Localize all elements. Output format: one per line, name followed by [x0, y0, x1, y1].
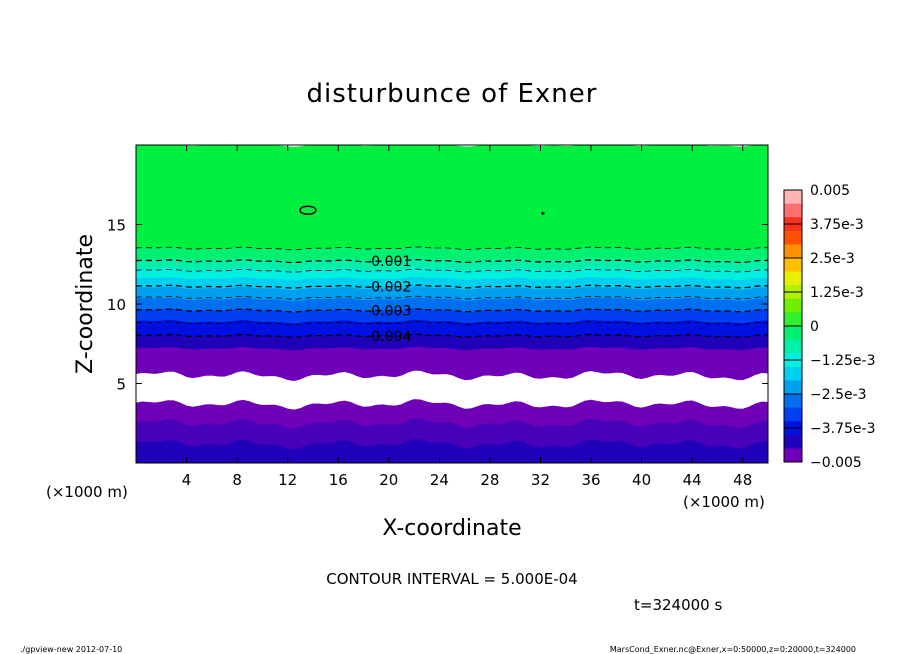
contour-label-2: -0.003 — [366, 303, 411, 319]
x-tick-label: 12 — [278, 471, 297, 489]
x-tick-label: 16 — [329, 471, 348, 489]
contour-line-4 — [136, 295, 768, 300]
footer-right: MarsCond_Exner.nc@Exner,x=0:50000,z=0:20… — [610, 645, 856, 654]
colorbar-swatch-4 — [784, 244, 802, 259]
x-tick-label: 44 — [683, 471, 702, 489]
colorbar-labels: 0.005 3.75e-3 2.5e-3 1.25e-3 0 −1.25e-3 −2.5e-… — [784, 183, 875, 471]
colorbar-label: 0 — [810, 319, 819, 335]
contour-line-7 — [136, 333, 768, 339]
colorbar-label: −0.005 — [810, 455, 862, 471]
colorbar-swatch-13 — [784, 366, 802, 381]
x-tick-label: 4 — [182, 471, 192, 489]
x-tick-label: 28 — [480, 471, 499, 489]
colorbar-label: 0.005 — [810, 183, 850, 199]
colorbar-swatch-9 — [784, 312, 802, 327]
colorbar-label: 1.25e-3 — [810, 285, 864, 301]
field-band-0 — [136, 145, 768, 258]
colorbar — [783, 189, 803, 463]
contour-closed — [299, 205, 317, 215]
colorbar-swatch-3 — [784, 230, 802, 245]
x-tick-label: 40 — [632, 471, 651, 489]
colorbar-swatch-6 — [784, 271, 802, 286]
x-tick-label: 32 — [531, 471, 550, 489]
contour-line-0 — [136, 246, 768, 251]
colorbar-label: −3.75e-3 — [810, 421, 875, 437]
colorbar-swatch-5 — [784, 258, 802, 273]
plot-area — [136, 145, 768, 463]
colorbar-swatch-10 — [784, 326, 802, 341]
colorbar-swatch-15 — [784, 394, 802, 409]
contour-lines — [136, 205, 768, 339]
colorbar-label: −1.25e-3 — [810, 353, 875, 369]
x-tick-label: 48 — [733, 471, 752, 489]
y-tick-label: 10 — [107, 296, 126, 314]
field-band-14 — [136, 438, 768, 463]
x-tick-label: 24 — [430, 471, 449, 489]
x-tick-label: 36 — [581, 471, 600, 489]
contour-point — [541, 211, 545, 215]
chart-title: disturbunce of Exner — [307, 79, 598, 109]
y-tick-label: 15 — [107, 217, 126, 235]
colorbar-swatch-19 — [784, 448, 802, 463]
y-axis-label: Z-coordinate — [73, 234, 98, 374]
contour-label-0: -0.001 — [366, 254, 411, 270]
contour-interval-text: CONTOUR INTERVAL = 5.000E-04 — [326, 570, 577, 588]
colorbar-label: 3.75e-3 — [810, 217, 864, 233]
colorbar-swatch-14 — [784, 380, 802, 395]
contour-label-3: -0.004 — [366, 329, 411, 345]
colorbar-label: −2.5e-3 — [810, 387, 867, 403]
contour-line-3 — [136, 284, 768, 289]
contour-label-1: -0.002 — [366, 280, 411, 296]
y-tick-label: 5 — [116, 376, 126, 394]
contour-line-5 — [136, 308, 768, 313]
x-axis: 4 8 12 16 20 24 28 32 36 40 44 48 — [182, 145, 752, 489]
x-tick-label: 8 — [232, 471, 242, 489]
x-axis-label: X-coordinate — [382, 516, 521, 541]
contour-line-2 — [136, 268, 768, 273]
x-tick-label: 20 — [379, 471, 398, 489]
contour-line-1 — [136, 258, 768, 264]
colorbar-swatch-18 — [784, 434, 802, 449]
colorbar-swatch-11 — [784, 339, 802, 354]
colorbar-swatch-8 — [784, 298, 802, 313]
x-unit-left: (×1000 m) — [46, 483, 128, 501]
x-unit-right: (×1000 m) — [683, 493, 765, 511]
contour-line-6 — [136, 321, 768, 326]
colorbar-swatch-1 — [784, 203, 802, 218]
time-label: t=324000 s — [634, 596, 722, 614]
colorbar-swatch-0 — [784, 190, 802, 205]
colorbar-label: 2.5e-3 — [810, 251, 855, 267]
y-axis: 5 10 15 — [107, 217, 768, 394]
contour-labels: -0.001 -0.002 -0.003 -0.004 — [366, 254, 411, 345]
colorbar-swatch-16 — [784, 407, 802, 422]
footer-left: ./gpview-new 2012-07-10 — [20, 645, 122, 654]
